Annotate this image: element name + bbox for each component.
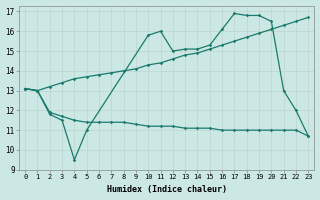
X-axis label: Humidex (Indice chaleur): Humidex (Indice chaleur) bbox=[107, 185, 227, 194]
